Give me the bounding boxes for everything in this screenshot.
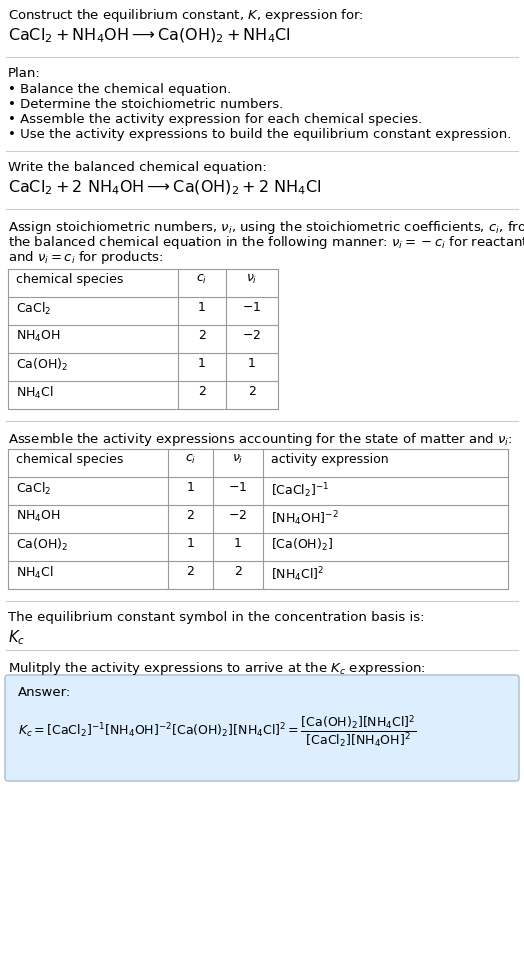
Text: Write the balanced chemical equation:: Write the balanced chemical equation: (8, 161, 267, 174)
Text: • Use the activity expressions to build the equilibrium constant expression.: • Use the activity expressions to build … (8, 128, 511, 141)
Text: 1: 1 (187, 481, 194, 494)
Text: 1: 1 (187, 537, 194, 550)
Text: chemical species: chemical species (16, 273, 123, 286)
Text: 2: 2 (198, 329, 206, 342)
Text: Assign stoichiometric numbers, $\nu_i$, using the stoichiometric coefficients, $: Assign stoichiometric numbers, $\nu_i$, … (8, 219, 524, 236)
Text: 2: 2 (187, 565, 194, 578)
Text: $K_c$: $K_c$ (8, 628, 25, 647)
Text: • Assemble the activity expression for each chemical species.: • Assemble the activity expression for e… (8, 113, 422, 126)
Text: $-2$: $-2$ (228, 509, 247, 522)
Text: Answer:: Answer: (18, 686, 71, 699)
Text: $\mathrm{NH_4OH}$: $\mathrm{NH_4OH}$ (16, 329, 61, 344)
Text: 1: 1 (234, 537, 242, 550)
Text: $\mathrm{NH_4OH}$: $\mathrm{NH_4OH}$ (16, 509, 61, 524)
Text: and $\nu_i = c_i$ for products:: and $\nu_i = c_i$ for products: (8, 249, 163, 266)
Text: $\nu_i$: $\nu_i$ (246, 273, 258, 286)
Text: The equilibrium constant symbol in the concentration basis is:: The equilibrium constant symbol in the c… (8, 611, 424, 624)
Text: $[\mathrm{NH_4OH}]^{-2}$: $[\mathrm{NH_4OH}]^{-2}$ (271, 509, 339, 528)
Text: $-1$: $-1$ (243, 301, 261, 314)
Text: 1: 1 (248, 357, 256, 370)
Text: chemical species: chemical species (16, 453, 123, 466)
Text: 2: 2 (248, 385, 256, 398)
FancyBboxPatch shape (5, 675, 519, 781)
Text: Plan:: Plan: (8, 67, 41, 80)
Text: $-2$: $-2$ (243, 329, 261, 342)
Text: $\mathrm{NH_4Cl}$: $\mathrm{NH_4Cl}$ (16, 565, 54, 581)
Text: $c_i$: $c_i$ (196, 273, 208, 286)
Text: Mulitply the activity expressions to arrive at the $K_c$ expression:: Mulitply the activity expressions to arr… (8, 660, 426, 677)
Text: $-1$: $-1$ (228, 481, 248, 494)
Text: 1: 1 (198, 301, 206, 314)
Text: 2: 2 (234, 565, 242, 578)
Text: $K_c = [\mathrm{CaCl_2}]^{-1} [\mathrm{NH_4OH}]^{-2} [\mathrm{Ca(OH)_2}][\mathrm: $K_c = [\mathrm{CaCl_2}]^{-1} [\mathrm{N… (18, 713, 417, 749)
Text: $[\mathrm{CaCl_2}]^{-1}$: $[\mathrm{CaCl_2}]^{-1}$ (271, 481, 330, 500)
Text: $[\mathrm{NH_4Cl}]^2$: $[\mathrm{NH_4Cl}]^2$ (271, 565, 324, 583)
Text: • Balance the chemical equation.: • Balance the chemical equation. (8, 83, 231, 96)
Text: Construct the equilibrium constant, $K$, expression for:: Construct the equilibrium constant, $K$,… (8, 7, 364, 24)
Text: $\nu_i$: $\nu_i$ (232, 453, 244, 466)
Text: 2: 2 (187, 509, 194, 522)
Text: the balanced chemical equation in the following manner: $\nu_i = -c_i$ for react: the balanced chemical equation in the fo… (8, 234, 524, 251)
Text: $\mathrm{CaCl_2 + 2\ NH_4OH \longrightarrow Ca(OH)_2 + 2\ NH_4Cl}$: $\mathrm{CaCl_2 + 2\ NH_4OH \longrightar… (8, 179, 322, 197)
Text: 2: 2 (198, 385, 206, 398)
Text: $\mathrm{CaCl_2}$: $\mathrm{CaCl_2}$ (16, 481, 51, 497)
Text: $\mathrm{Ca(OH)_2}$: $\mathrm{Ca(OH)_2}$ (16, 357, 68, 373)
Text: 1: 1 (198, 357, 206, 370)
Text: $[\mathrm{Ca(OH)_2}]$: $[\mathrm{Ca(OH)_2}]$ (271, 537, 333, 554)
Text: $\mathrm{CaCl_2 + NH_4OH \longrightarrow Ca(OH)_2 + NH_4Cl}$: $\mathrm{CaCl_2 + NH_4OH \longrightarrow… (8, 27, 291, 45)
Text: activity expression: activity expression (271, 453, 389, 466)
Text: $\mathrm{CaCl_2}$: $\mathrm{CaCl_2}$ (16, 301, 51, 317)
Text: $\mathrm{Ca(OH)_2}$: $\mathrm{Ca(OH)_2}$ (16, 537, 68, 554)
Text: Assemble the activity expressions accounting for the state of matter and $\nu_i$: Assemble the activity expressions accoun… (8, 431, 512, 448)
Text: • Determine the stoichiometric numbers.: • Determine the stoichiometric numbers. (8, 98, 283, 111)
Text: $c_i$: $c_i$ (185, 453, 196, 466)
Text: $\mathrm{NH_4Cl}$: $\mathrm{NH_4Cl}$ (16, 385, 54, 401)
